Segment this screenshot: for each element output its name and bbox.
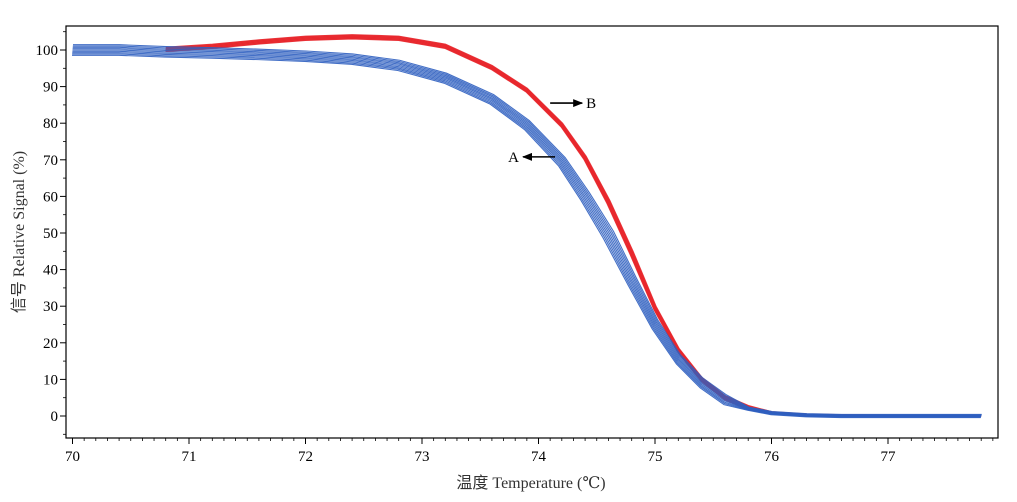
x-tick-label: 70 — [65, 449, 80, 465]
x-axis-ticks: 70 71 72 73 74 75 76 77 — [65, 438, 994, 465]
y-tick-label: 30 — [43, 299, 58, 315]
x-tick-label: 71 — [182, 449, 197, 465]
series-layer — [72, 34, 982, 419]
y-tick-label: 20 — [43, 336, 58, 352]
x-axis-title: 温度 Temperature (℃) — [456, 474, 605, 492]
y-tick-label: 70 — [43, 153, 58, 169]
x-tick-label: 72 — [298, 449, 313, 465]
y-tick-label: 50 — [43, 226, 58, 242]
series-a-line — [72, 44, 982, 415]
y-tick-label: 10 — [43, 372, 58, 388]
y-tick-label: 80 — [43, 116, 58, 132]
y-axis-ticks: 0 10 20 30 40 50 60 70 80 90 100 — [36, 31, 66, 435]
x-tick-label: 73 — [415, 449, 430, 465]
series-b — [165, 34, 982, 417]
y-tick-label: 0 — [51, 409, 59, 425]
y-axis-title: 信号 Relative Signal (%) — [10, 151, 28, 313]
x-tick-label: 75 — [648, 449, 663, 465]
annotation-label: B — [586, 96, 596, 112]
y-tick-label: 40 — [43, 263, 58, 279]
x-tick-label: 74 — [531, 449, 547, 465]
annotation-layer: BA — [508, 96, 596, 166]
x-tick-label: 76 — [764, 449, 780, 465]
y-tick-label: 100 — [36, 43, 59, 59]
series-a — [72, 44, 982, 419]
annotation-label: A — [508, 150, 519, 166]
plot-frame — [65, 25, 999, 439]
y-tick-label: 90 — [43, 80, 58, 96]
x-tick-label: 77 — [881, 449, 897, 465]
y-tick-label: 60 — [43, 189, 58, 205]
